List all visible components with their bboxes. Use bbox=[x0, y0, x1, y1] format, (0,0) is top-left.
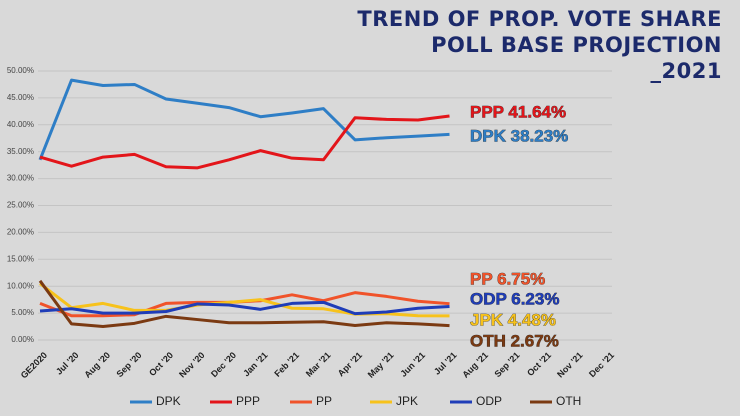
x-tick-label: Aug '20 bbox=[82, 350, 112, 380]
x-tick-label: Sep '21 bbox=[492, 350, 521, 379]
y-tick-label: 40.00% bbox=[7, 120, 34, 129]
y-tick-label: 25.00% bbox=[7, 201, 34, 210]
y-tick-label: 50.00% bbox=[7, 66, 34, 75]
y-tick-label: 10.00% bbox=[7, 281, 34, 290]
x-tick-label: Oct '21 bbox=[525, 350, 553, 378]
x-tick-label: Jul '20 bbox=[54, 350, 81, 377]
legend-label: JPK bbox=[396, 394, 418, 408]
series-line bbox=[39, 114, 450, 170]
x-tick-label: Jan '21 bbox=[241, 350, 269, 378]
x-tick-label: Jun '21 bbox=[398, 350, 427, 379]
legend-label: DPK bbox=[156, 394, 181, 408]
y-tick-label: 5.00% bbox=[11, 308, 34, 317]
legend-label: OTH bbox=[556, 394, 581, 408]
y-tick-label: 35.00% bbox=[7, 147, 34, 156]
x-tick-label: Sep '20 bbox=[114, 350, 143, 379]
legend-label: PPP bbox=[236, 394, 260, 408]
chart-title: _2021 bbox=[651, 59, 722, 83]
y-tick-label: 45.00% bbox=[7, 93, 34, 102]
legend-label: ODP bbox=[476, 394, 502, 408]
end-label: OTH 2.67% bbox=[470, 331, 559, 350]
y-tick-label: 0.00% bbox=[11, 335, 34, 344]
x-tick-label: Jul '21 bbox=[432, 350, 459, 377]
series-line bbox=[38, 78, 450, 161]
end-label: PPP 41.64% bbox=[470, 102, 566, 121]
x-tick-label: May '21 bbox=[366, 350, 396, 380]
y-tick-label: 30.00% bbox=[7, 174, 34, 183]
end-label: DPK 38.23% bbox=[470, 126, 568, 145]
series-line bbox=[38, 279, 450, 329]
y-tick-label: 20.00% bbox=[7, 228, 34, 237]
x-tick-label: GE2020 bbox=[19, 350, 49, 380]
x-tick-label: Nov '21 bbox=[555, 350, 584, 379]
end-label: PP 6.75% bbox=[470, 269, 545, 288]
chart-title: POLL BASE PROJECTION bbox=[431, 33, 722, 57]
x-tick-label: Apr '21 bbox=[336, 350, 364, 378]
x-tick-label: Oct '20 bbox=[147, 350, 175, 378]
x-tick-label: Dec '20 bbox=[209, 350, 238, 379]
x-tick-label: Dec '21 bbox=[587, 350, 616, 379]
x-tick-label: Aug '21 bbox=[460, 350, 490, 380]
legend-label: PP bbox=[316, 394, 332, 408]
series-line bbox=[39, 300, 450, 316]
chart-title: TREND OF PROP. VOTE SHARE bbox=[357, 7, 722, 31]
y-tick-label: 15.00% bbox=[7, 254, 34, 263]
x-tick-label: Feb '21 bbox=[272, 350, 301, 379]
x-tick-label: Mar '21 bbox=[304, 350, 333, 379]
x-tick-label: Nov '20 bbox=[177, 350, 206, 379]
end-label: ODP 6.23% bbox=[470, 289, 559, 308]
end-label: JPK 4.48% bbox=[470, 310, 556, 329]
